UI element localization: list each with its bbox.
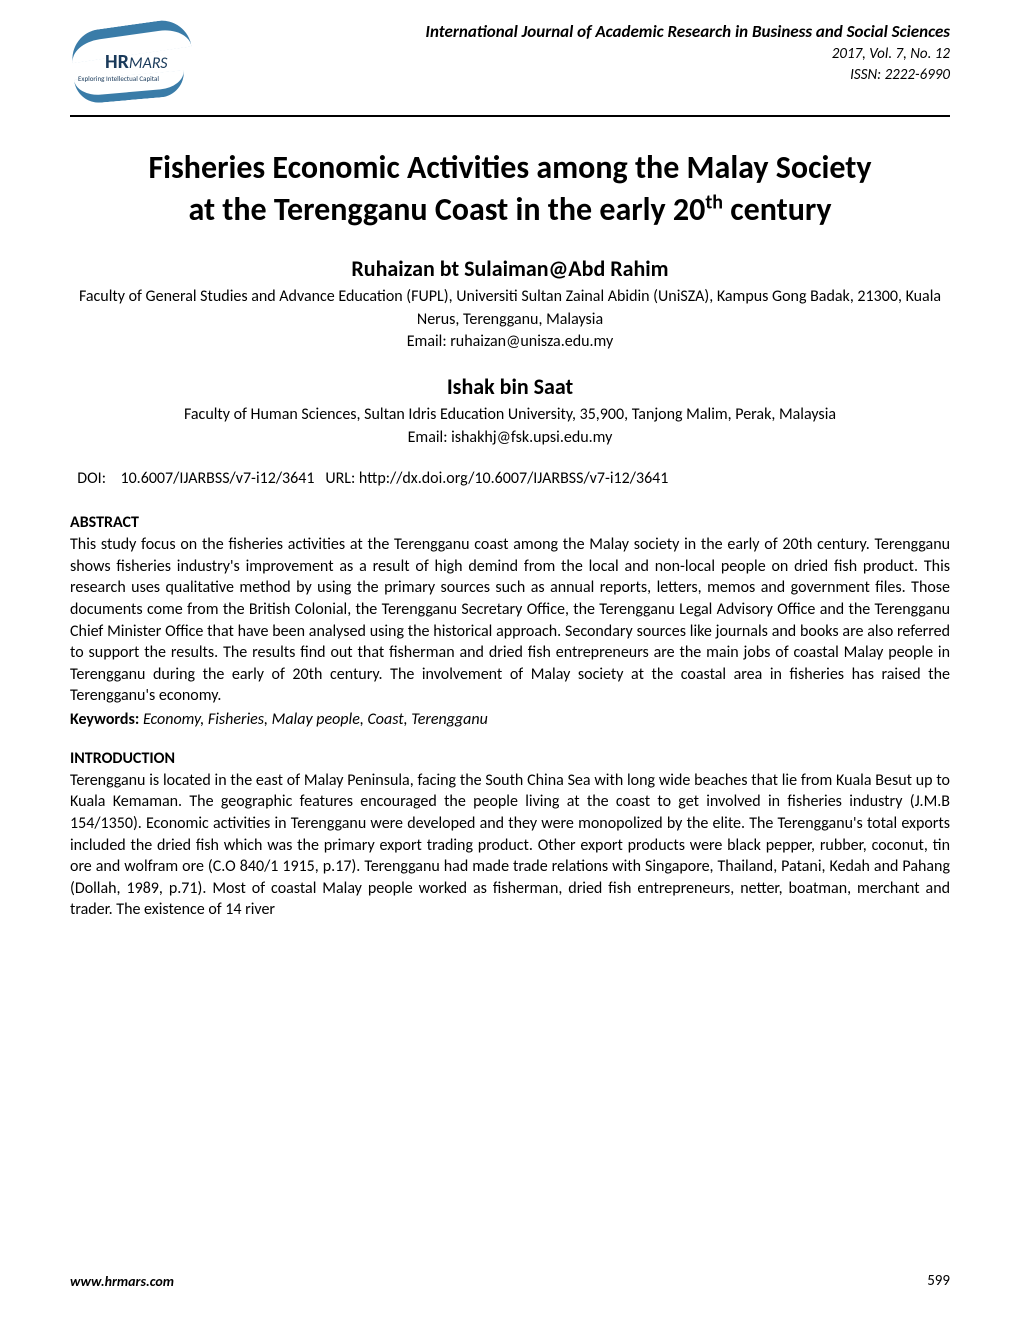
author-affiliation-2: Faculty of Human Sciences, Sultan Idris … xyxy=(70,404,950,449)
keywords-label: Keywords: xyxy=(70,710,139,729)
logo-brand-mars: MARS xyxy=(129,54,168,73)
header-divider xyxy=(70,115,950,117)
introduction-heading: INTRODUCTION xyxy=(70,749,950,768)
affiliation-text-1: Faculty of General Studies and Advance E… xyxy=(79,287,941,328)
abstract-text: This study focus on the fisheries activi… xyxy=(70,534,950,707)
abstract-heading: ABSTRACT xyxy=(70,513,950,532)
journal-issn: ISSN: 2222-6990 xyxy=(425,65,950,86)
keywords-text: Economy, Fisheries, Malay people, Coast,… xyxy=(143,710,488,729)
author-name-1: Ruhaizan bt Sulaiman@Abd Rahim xyxy=(70,255,950,282)
title-line2-pre: at the Terengganu Coast in the early 20 xyxy=(188,190,705,229)
author-name-2: Ishak bin Saat xyxy=(70,373,950,400)
doi-url-label: URL: xyxy=(325,469,355,488)
title-line2-post: century xyxy=(723,190,832,229)
doi-value: 10.6007/IJARBSS/v7-i12/3641 xyxy=(120,469,314,488)
page-number: 599 xyxy=(927,1272,950,1290)
doi-label: DOI: xyxy=(77,469,106,488)
title-superscript: th xyxy=(705,190,723,214)
hrmars-logo: HRMARS Exploring Intellectual Capital xyxy=(70,20,200,110)
journal-info: International Journal of Academic Resear… xyxy=(425,20,950,86)
journal-name: International Journal of Academic Resear… xyxy=(425,20,950,44)
journal-year-vol: 2017, Vol. 7, No. 12 xyxy=(425,44,950,65)
article-title: Fisheries Economic Activities among the … xyxy=(70,147,950,230)
footer-url: www.hrmars.com xyxy=(70,1273,174,1290)
doi-url: http://dx.doi.org/10.6007/IJARBSS/v7-i12… xyxy=(359,469,668,488)
logo-brand-hr: HR xyxy=(105,50,129,74)
author-email-2: Email: ishakhj@fsk.upsi.edu.my xyxy=(408,428,613,447)
author-affiliation-1: Faculty of General Studies and Advance E… xyxy=(70,286,950,353)
author-email-1: Email: ruhaizan@unisza.edu.my xyxy=(407,332,614,351)
keywords-line: Keywords: Economy, Fisheries, Malay peop… xyxy=(70,710,950,729)
page-footer: www.hrmars.com 599 xyxy=(70,1272,950,1290)
doi-line: DOI: 10.6007/IJARBSS/v7-i12/3641 URL: ht… xyxy=(70,469,950,488)
affiliation-text-2: Faculty of Human Sciences, Sultan Idris … xyxy=(184,405,836,424)
introduction-text: Terengganu is located in the east of Mal… xyxy=(70,770,950,921)
page-header: HRMARS Exploring Intellectual Capital In… xyxy=(70,20,950,110)
title-line1: Fisheries Economic Activities among the … xyxy=(148,148,871,187)
